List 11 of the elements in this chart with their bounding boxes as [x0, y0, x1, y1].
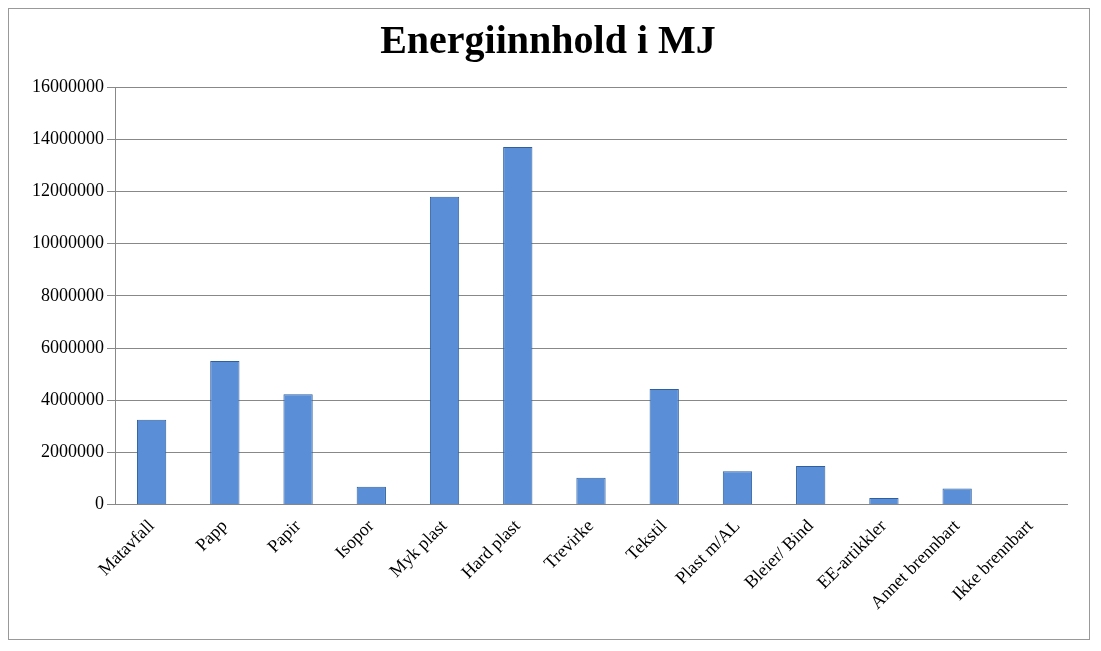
chart-title: Energiinnhold i MJ: [380, 17, 716, 63]
y-tick-label: 4000000: [41, 388, 104, 409]
y-tick-label: 0: [95, 493, 104, 514]
y-tick-label: 10000000: [32, 232, 104, 253]
y-tick-label: 14000000: [32, 127, 104, 148]
y-tick-label: 2000000: [41, 441, 104, 462]
x-tick-label: Papp: [191, 515, 232, 555]
y-tick-label: 6000000: [41, 336, 104, 357]
y-tick-label: 8000000: [41, 284, 104, 305]
y-tick-label: 16000000: [32, 75, 104, 96]
y-tick-label: 12000000: [32, 180, 104, 201]
